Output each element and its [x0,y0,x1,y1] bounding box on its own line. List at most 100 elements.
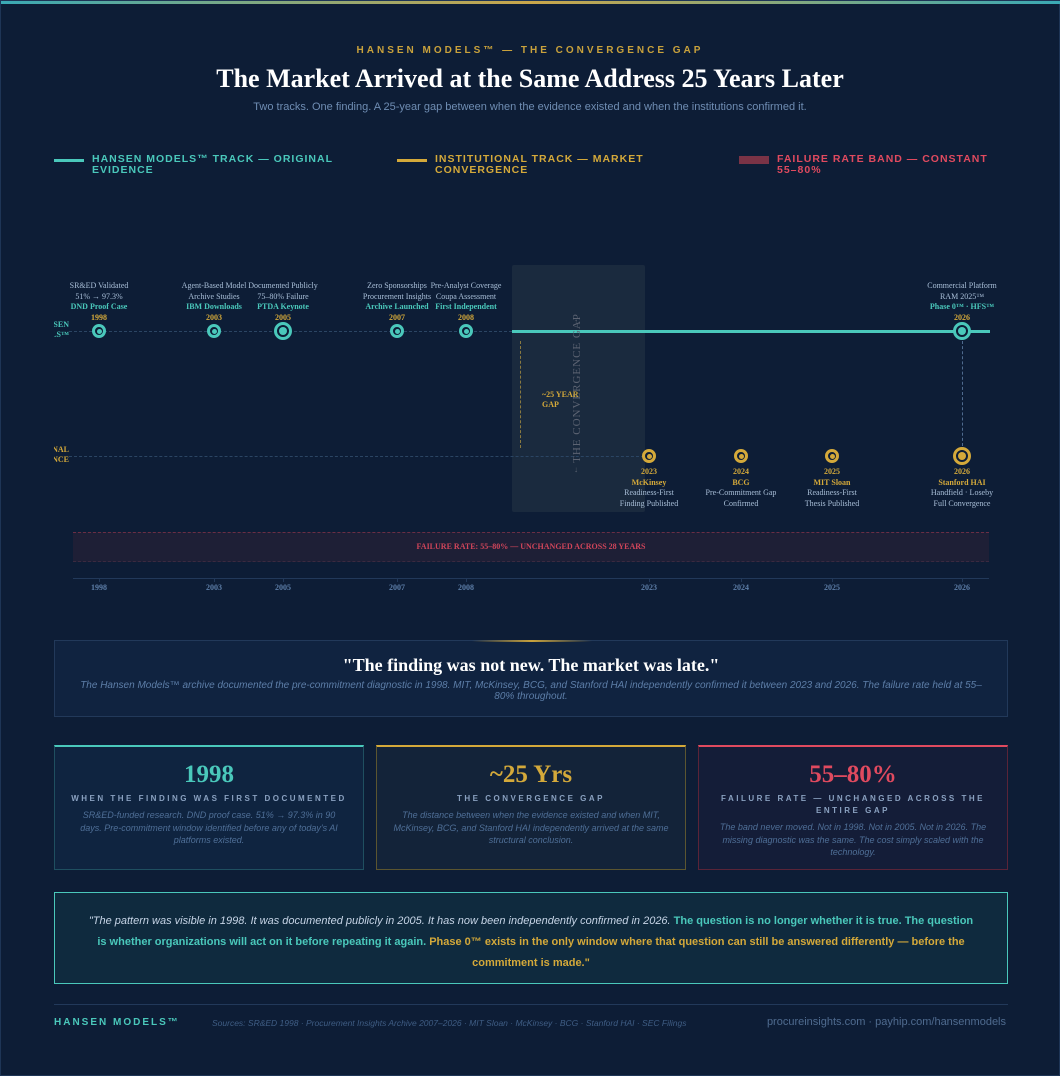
footer-brand: HANSEN MODELS™ [54,1017,180,1028]
event-org: BCG [732,477,750,487]
institutional-track-dotted [69,456,649,457]
legend-label: FAILURE RATE BAND — CONSTANT 55–80% [777,153,988,176]
x-axis-tick [832,578,833,582]
stat-value: ~25 Yrs [489,761,573,788]
event-detail: Finding Published [619,498,679,508]
event-detail: Zero Sponsorships [367,281,427,290]
event-detail: Handfield · Loseby [930,488,994,497]
quote-accent [472,640,592,642]
event-detail: RAM 2025™ [939,291,985,301]
legend-swatch [54,159,84,162]
stat-card-year: 1998 WHEN THE FINDING WAS FIRST DOCUMENT… [54,745,364,870]
event-highlight: First Independent [435,302,497,311]
hansen-event-node [953,322,971,340]
gap-arrow-down: ↓ [574,465,578,474]
event-detail: Coupa Assessment [435,291,497,301]
event-year: 2026 [953,312,970,322]
x-axis-tick [214,578,215,582]
x-axis-tick-label: 2007 [389,583,405,592]
institutional-event-label: 2025 MIT Sloan Readiness-First Thesis Publi… [805,467,859,509]
legend-swatch [397,159,427,162]
legend-institutional: INSTITUTIONAL TRACK — MARKET CONVERGENCE [397,154,657,176]
event-highlight: IBM Downloads [186,302,242,311]
event-year: 2026 [953,467,970,476]
gap-span-marker [520,341,521,448]
hansen-event-node [92,324,106,338]
event-detail: SR&ED Validated [69,281,129,290]
hansen-event-node [390,324,404,338]
event-org: McKinsey [631,477,667,487]
hansen-event-label: SR&ED Validated 51% → 97.3% DND Proof Case… [70,281,129,323]
x-axis-tick [466,578,467,582]
node-core [394,328,400,334]
hansen-event-label: Agent-Based Model Archive Studies IBM Down… [182,281,247,323]
x-axis-tick-label: 2024 [733,583,749,592]
hansen-event-label: Commercial Platform RAM 2025™ Phase 0™ · H… [927,281,997,323]
event-year: 2005 [274,312,291,322]
event-detail: Archive Studies [188,291,240,301]
convergence-connector [962,341,963,446]
event-org: MIT Sloan [813,477,851,487]
x-axis-tick-label: 2023 [641,583,657,592]
institutional-event-label: 2026 Stanford HAI Handfield · Loseby Full C… [931,467,993,509]
node-core [211,328,217,334]
convergence-gap-region [512,265,645,512]
event-detail: 75–80% Failure [257,291,309,301]
event-detail: Commercial Platform [927,281,997,290]
event-year: 2025 [823,467,840,476]
hansen-event-node [207,324,221,338]
x-axis-tick-label: 2008 [458,583,474,592]
x-axis-tick [741,578,742,582]
node-core [96,328,102,334]
stat-caption: THE CONVERGENCE GAP [457,794,605,803]
gap-arrow-up: ↑ [574,317,578,326]
institutional-event-label: 2023 McKinsey Readiness-First Finding Publi… [620,467,678,509]
event-detail: 51% → 97.3% [75,291,123,301]
stat-description: The band never moved. Not in 1998. Not i… [719,822,987,857]
footer-divider [54,1004,1008,1005]
institutional-track-label: INSTITUTIONAL CONVERGENCE [54,445,69,464]
legend-swatch [739,156,769,164]
legend-label: HANSEN MODELS™ TRACK — ORIGINAL EVIDENCE [92,153,333,176]
node-core [958,327,966,335]
footer-links[interactable]: procureinsights.com · payhip.com/hansenm… [766,1016,1006,1028]
quote-subtext: The Hansen Models™ archive documented th… [80,680,982,702]
node-core [958,452,966,460]
x-axis-tick [99,578,100,582]
event-detail: Documented Publicly [248,281,318,290]
node-core [738,453,744,459]
event-year: 2008 [458,312,474,322]
x-axis-tick [649,578,650,582]
node-core [829,453,835,459]
stat-value: 55–80% [809,761,897,788]
x-axis-tick-label: 1998 [91,583,107,592]
institutional-event-node [953,447,971,465]
node-core [463,328,469,334]
event-detail: Pre-Analyst Coverage [430,281,502,290]
event-detail: Pre-Commitment Gap [705,488,777,497]
x-axis-tick [283,578,284,582]
hansen-event-label: Pre-Analyst Coverage Coupa Assessment Firs… [431,281,502,323]
event-highlight: Archive Launched [365,302,429,311]
stat-value: 1998 [184,761,234,788]
x-axis-tick-label: 2003 [206,583,222,592]
stat-description: The distance between when the evidence e… [393,810,669,845]
hansen-track-solid [512,330,990,333]
event-detail: Readiness-First [624,488,674,497]
closing-part-3: Phase 0™ exists in the only window where… [429,936,965,969]
institutional-event-label: 2024 BCG Pre-Commitment Gap Confirmed [706,467,777,509]
stat-card-gap: ~25 Yrs THE CONVERGENCE GAP The distance… [376,745,686,870]
hansen-event-node [459,324,473,338]
legend-label: INSTITUTIONAL TRACK — MARKET CONVERGENCE [435,153,644,176]
x-axis-line [73,578,989,579]
page-subtitle: Two tracks. One finding. A 25-year gap b… [253,101,807,113]
convergence-gap-label: THE CONVERGENCE GAP [571,313,583,463]
hansen-track-label: HANSEN MODELS™ [54,320,69,339]
institutional-event-node [734,449,748,463]
hansen-event-label: Documented Publicly 75–80% Failure PTDA Ke… [248,281,318,323]
node-core [646,453,652,459]
stat-caption: FAILURE RATE — UNCHANGED ACROSS THE ENTI… [721,794,985,815]
event-detail: Thesis Published [804,498,860,508]
closing-part-1: "The pattern was visible in 1998. It was… [88,915,674,927]
legend-hansen: HANSEN MODELS™ TRACK — ORIGINAL EVIDENCE [54,154,344,176]
